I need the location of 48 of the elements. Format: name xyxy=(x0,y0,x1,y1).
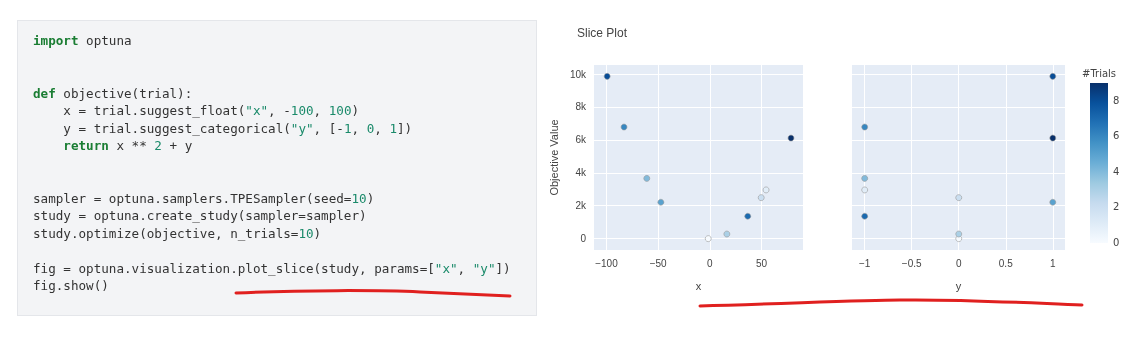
x-tick-label: −0.5 xyxy=(901,257,923,269)
point xyxy=(1049,134,1057,142)
y-tick-label: 8k xyxy=(575,101,588,113)
y-tick-label: 0 xyxy=(580,233,587,245)
color-bar-label: 4 xyxy=(1113,164,1120,179)
point xyxy=(744,212,752,220)
point xyxy=(757,194,765,201)
point xyxy=(861,212,868,220)
point xyxy=(723,230,731,238)
point xyxy=(620,123,628,131)
color-bar-label: 6 xyxy=(1113,129,1120,144)
color-bar-label: 0 xyxy=(1113,236,1120,250)
y-tick-label: 6k xyxy=(575,134,588,146)
x-tick-label: 50 xyxy=(756,257,768,269)
point xyxy=(657,198,665,206)
y-axis-title: Objective Value xyxy=(547,119,560,196)
y-tick-label: 10k xyxy=(569,68,588,80)
color-bar-label: 2 xyxy=(1113,200,1120,215)
x-tick-label: −100 xyxy=(595,257,619,269)
text: fig = optuna.visualization.plot_slice(study, params=["x", "y"]) fig.show() xyxy=(33,260,511,293)
text: def objective(trial): x = trial.suggest_float("x", -100, 100) y = trial.suggest_categorical("y", [-1, 0, 1]) return x ** 2 + y xyxy=(33,85,413,153)
x-axis-title: y xyxy=(955,279,962,292)
x-tick-label: 1 xyxy=(1049,257,1056,269)
y-tick-label: 4k xyxy=(575,167,588,179)
point xyxy=(955,230,963,238)
x-tick-label: 0 xyxy=(707,257,714,269)
point xyxy=(643,175,651,182)
y-tick-label: 2k xyxy=(575,200,588,212)
chart-title: Slice Plot xyxy=(577,26,628,40)
color-bar-title: #Trials xyxy=(1082,68,1117,79)
x-axis-title: x xyxy=(695,279,702,292)
text: sampler = optuna.samplers.TPESampler(seed=10) study = optuna.create_study(sampler=sampler) study.optimize(objective, n_trials=10) xyxy=(33,189,376,242)
point xyxy=(1049,73,1057,80)
point xyxy=(787,134,795,142)
x-tick-label: 0 xyxy=(955,257,962,269)
point xyxy=(955,194,963,201)
x-tick-label: −1 xyxy=(858,257,871,269)
x-tick-label: −50 xyxy=(649,257,668,269)
point xyxy=(1049,198,1057,206)
x-tick-label: 0.5 xyxy=(998,257,1014,269)
point xyxy=(704,235,712,242)
point xyxy=(861,175,868,182)
point xyxy=(762,186,770,194)
point xyxy=(861,186,868,194)
color-bar-label: 8 xyxy=(1113,93,1120,108)
text: import optuna xyxy=(33,32,133,50)
point xyxy=(603,73,611,80)
point xyxy=(861,123,868,131)
